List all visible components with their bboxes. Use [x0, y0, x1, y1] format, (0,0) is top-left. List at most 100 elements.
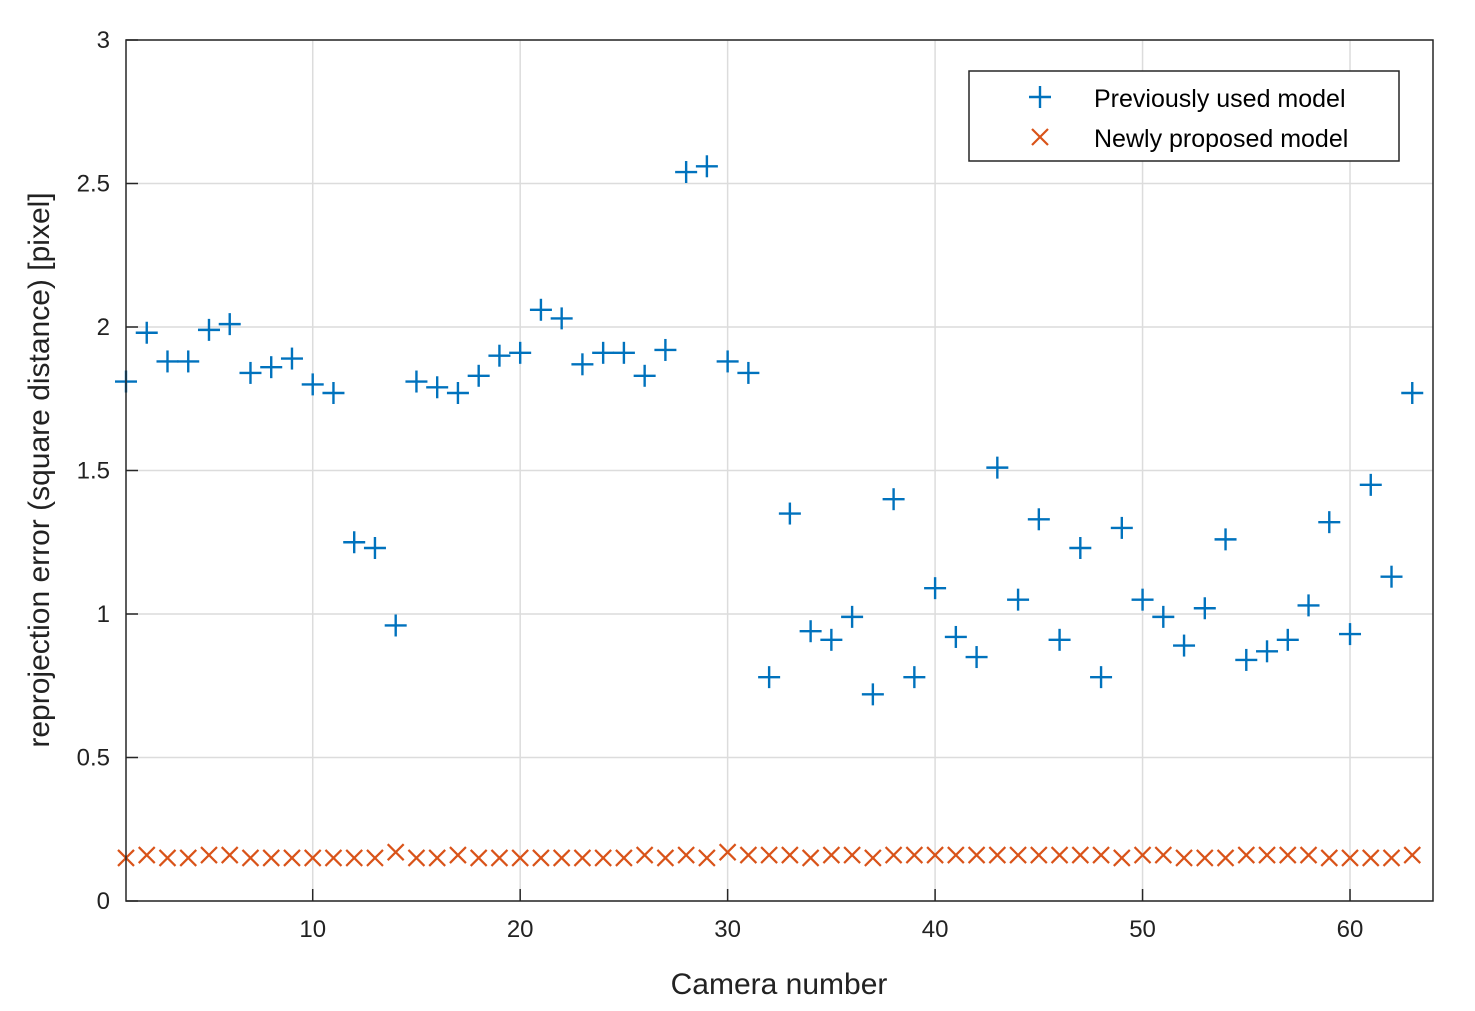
data-point	[633, 364, 656, 387]
data-point	[177, 350, 200, 373]
data-point	[280, 347, 303, 370]
marker-stroke	[1403, 846, 1422, 864]
data-point	[1193, 597, 1216, 620]
marker-stroke	[511, 849, 529, 867]
data-point	[322, 382, 345, 405]
x-tick-label: 60	[1337, 916, 1364, 943]
data-point	[947, 846, 965, 864]
marker-stroke	[345, 849, 363, 867]
data-point	[449, 846, 467, 864]
data-point	[843, 846, 861, 864]
data-point	[156, 350, 179, 373]
data-point	[1382, 849, 1401, 867]
data-point	[778, 502, 801, 525]
marker-stroke	[200, 846, 218, 864]
marker-stroke	[822, 846, 841, 864]
marker-stroke	[241, 849, 260, 867]
data-point	[488, 344, 511, 367]
marker-stroke	[552, 849, 571, 867]
data-point	[820, 628, 843, 651]
data-point	[801, 849, 820, 867]
x-axis-ticks: 10 20 30 40 50 60	[299, 889, 1363, 943]
data-point	[592, 341, 615, 364]
marker-stroke	[594, 849, 612, 867]
marker-stroke	[1175, 849, 1193, 867]
data-point	[200, 846, 218, 864]
y-tick-label: 1	[97, 601, 110, 628]
data-point	[529, 298, 552, 321]
data-point	[239, 361, 262, 384]
y-tick-label: 2.5	[77, 171, 110, 198]
data-point	[799, 620, 822, 643]
data-point	[594, 849, 612, 867]
data-point	[739, 846, 758, 864]
marker-stroke	[1320, 849, 1339, 867]
x-axis-label: Camera number	[671, 968, 888, 1001]
marker-stroke	[532, 849, 550, 867]
data-point	[366, 849, 384, 867]
data-point	[864, 849, 882, 867]
data-point	[324, 849, 343, 867]
legend-marker-new	[1031, 128, 1049, 146]
marker-stroke	[677, 846, 695, 864]
marker-stroke	[718, 843, 737, 861]
marker-stroke	[1196, 849, 1214, 867]
data-point	[1256, 640, 1279, 663]
marker-stroke	[760, 846, 778, 864]
data-point	[1297, 594, 1320, 617]
marker-stroke	[1154, 846, 1173, 864]
data-point	[573, 849, 592, 867]
data-point	[654, 338, 677, 361]
legend-marker-previous	[1029, 86, 1051, 108]
y-tick-label: 1.5	[77, 458, 110, 485]
marker-stroke	[1030, 846, 1048, 864]
data-point	[1235, 648, 1258, 671]
data-point	[1048, 628, 1071, 651]
marker-stroke	[884, 846, 903, 864]
marker-stroke	[905, 846, 924, 864]
data-point	[1341, 849, 1359, 867]
data-point	[1216, 849, 1235, 867]
x-tick-label: 20	[507, 916, 534, 943]
marker-stroke	[988, 846, 1007, 864]
data-point	[926, 846, 944, 864]
marker-stroke	[573, 849, 592, 867]
marker-stroke	[407, 849, 426, 867]
data-point	[1110, 516, 1133, 539]
data-point	[841, 605, 864, 628]
data-point	[1279, 846, 1297, 864]
data-point	[1299, 846, 1318, 864]
marker-stroke	[1092, 846, 1110, 864]
data-point	[903, 666, 926, 689]
data-point	[988, 846, 1007, 864]
data-point	[428, 849, 446, 867]
data-point	[220, 846, 239, 864]
marker-stroke	[449, 846, 467, 864]
data-point	[262, 849, 281, 867]
marker-stroke	[179, 849, 198, 867]
marker-stroke	[366, 849, 384, 867]
data-point	[509, 341, 532, 364]
data-point	[716, 350, 739, 373]
marker-stroke	[1258, 846, 1276, 864]
data-point	[137, 846, 156, 864]
y-tick-label: 3	[97, 27, 110, 54]
marker-stroke	[1361, 849, 1380, 867]
data-point	[615, 849, 633, 867]
y-tick-label: 0	[97, 888, 110, 915]
data-point	[882, 488, 905, 511]
marker-stroke	[324, 849, 343, 867]
data-point	[345, 849, 363, 867]
data-point	[218, 313, 241, 336]
data-point	[1401, 382, 1424, 405]
data-point	[1133, 846, 1152, 864]
data-point	[467, 364, 490, 387]
data-point	[552, 849, 571, 867]
data-point	[1071, 846, 1090, 864]
data-point	[1175, 849, 1193, 867]
data-point	[1027, 508, 1050, 531]
marker-stroke	[490, 849, 509, 867]
data-point	[197, 318, 220, 341]
marker-stroke	[947, 846, 965, 864]
